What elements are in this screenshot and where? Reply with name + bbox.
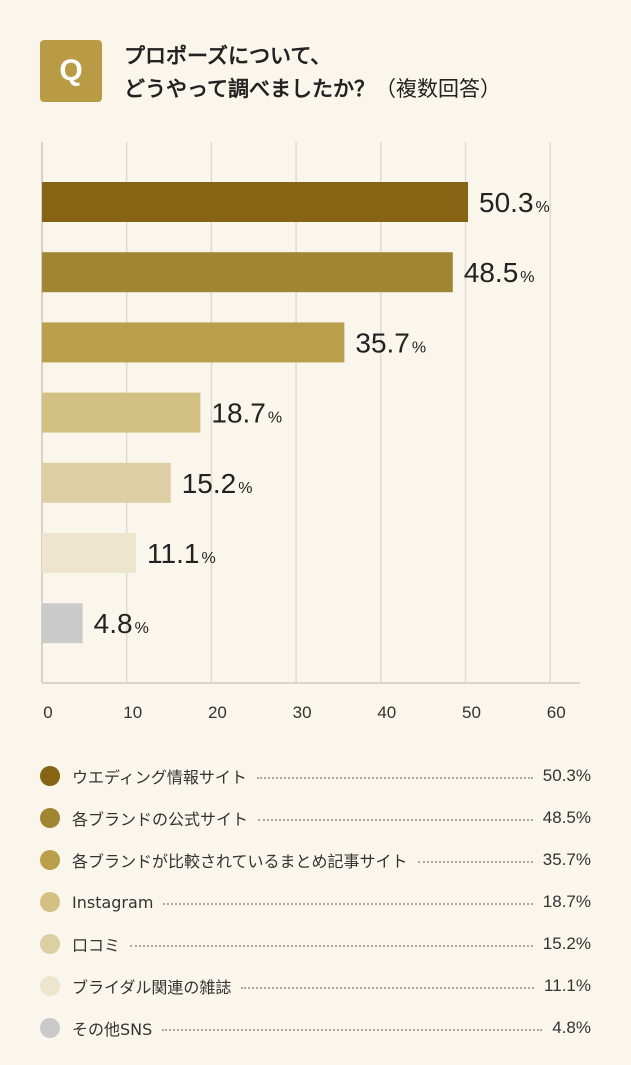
bar-value-unit: %: [201, 550, 215, 567]
bar-value-unit: %: [412, 339, 426, 356]
legend-value: 4.8%: [552, 1018, 591, 1037]
bar-value-unit: %: [268, 410, 282, 427]
bar: [42, 462, 171, 503]
bar-value-number: 4.8: [94, 608, 133, 639]
x-tick-label: 50: [462, 703, 481, 722]
bar: [42, 182, 469, 222]
legend-value: 15.2%: [542, 934, 591, 953]
legend-leader-dots: [258, 819, 533, 821]
legend-item: ウエディング情報サイト 50.3%: [40, 755, 591, 797]
x-tick-label: 10: [123, 703, 142, 722]
bar-value-unit: %: [238, 480, 252, 497]
x-tick-label: 20: [208, 703, 227, 722]
legend-leader-dots: [162, 1029, 543, 1031]
legend-swatch: [40, 976, 60, 996]
bar-value-unit: %: [520, 269, 534, 286]
title-line-2: どうやって調べましたか？: [124, 77, 375, 101]
bar-value-unit: %: [135, 620, 149, 637]
legend-value: 11.1%: [544, 976, 591, 995]
bar-value-unit: %: [536, 199, 550, 216]
bar-value-number: 48.5: [464, 257, 519, 288]
legend-label: Instagram: [72, 892, 154, 912]
legend-item: ブライダル関連の雑誌 11.1%: [40, 965, 591, 1007]
legend-label: 口コミ: [72, 936, 121, 955]
title-note: （複数回答）: [374, 77, 501, 101]
legend-label: 各ブランドの公式サイト: [72, 810, 249, 829]
legend-swatch: [40, 892, 60, 912]
bar: [42, 392, 201, 433]
legend-leader-dots: [417, 861, 533, 863]
bar-value-label: 4.8%: [94, 608, 149, 639]
bar-value-label: 48.5%: [464, 257, 535, 288]
bar-value-label: 18.7%: [211, 398, 282, 429]
bar-value-number: 15.2: [182, 468, 237, 499]
legend-swatch: [40, 1018, 60, 1038]
bar-value-number: 50.3: [479, 187, 534, 218]
legend-value: 35.7%: [542, 850, 591, 869]
x-tick-label: 40: [377, 703, 396, 722]
legend-swatch: [40, 850, 60, 870]
question-title: プロポーズについて、 どうやって調べましたか？（複数回答）: [124, 40, 501, 106]
legend-item: 各ブランドが比較されているまとめ記事サイト 35.7%: [40, 839, 591, 881]
bar: [42, 533, 137, 573]
x-tick-label: 30: [293, 703, 312, 722]
x-tick-label: 0: [43, 703, 52, 722]
legend-item: 各ブランドの公式サイト 48.5%: [40, 797, 591, 839]
legend-label: 各ブランドが比較されているまとめ記事サイト: [72, 852, 408, 871]
question-badge: Q: [40, 40, 102, 102]
legend-label: ウエディング情報サイト: [72, 768, 247, 787]
legend-label: その他SNS: [72, 1020, 153, 1039]
bar-value-label: 11.1%: [147, 538, 216, 569]
legend-item: Instagram 18.7%: [40, 881, 591, 923]
bar: [42, 322, 345, 363]
bar-value-label: 35.7%: [355, 327, 426, 358]
legend-leader-dots: [256, 777, 533, 779]
legend-value: 48.5%: [542, 808, 591, 827]
legend-swatch: [40, 766, 60, 786]
legend-swatch: [40, 934, 60, 954]
bar-value-label: 15.2%: [182, 468, 253, 499]
chart-legend: ウエディング情報サイト 50.3% 各ブランドの公式サイト 48.5% 各ブランドが比較…: [40, 755, 591, 1049]
question-header: Q プロポーズについて、 どうやって調べましたか？（複数回答）: [40, 40, 600, 120]
legend-leader-dots: [130, 945, 533, 947]
legend-value: 50.3%: [542, 766, 591, 785]
x-tick-label: 60: [547, 703, 566, 722]
title-line-1: プロポーズについて、: [124, 44, 332, 68]
legend-value: 18.7%: [542, 892, 591, 911]
legend-leader-dots: [241, 987, 535, 989]
bar: [42, 603, 83, 644]
legend-item: その他SNS 4.8%: [40, 1007, 591, 1049]
legend-label: ブライダル関連の雑誌: [72, 978, 232, 997]
bar-value-number: 11.1: [147, 538, 199, 569]
bar-value-number: 35.7: [355, 327, 410, 358]
legend-swatch: [40, 808, 60, 828]
legend-item: 口コミ 15.2%: [40, 923, 591, 965]
bar: [42, 252, 453, 293]
legend-leader-dots: [163, 903, 533, 905]
bar-value-number: 18.7: [211, 398, 266, 429]
bar-value-label: 50.3%: [479, 187, 550, 218]
